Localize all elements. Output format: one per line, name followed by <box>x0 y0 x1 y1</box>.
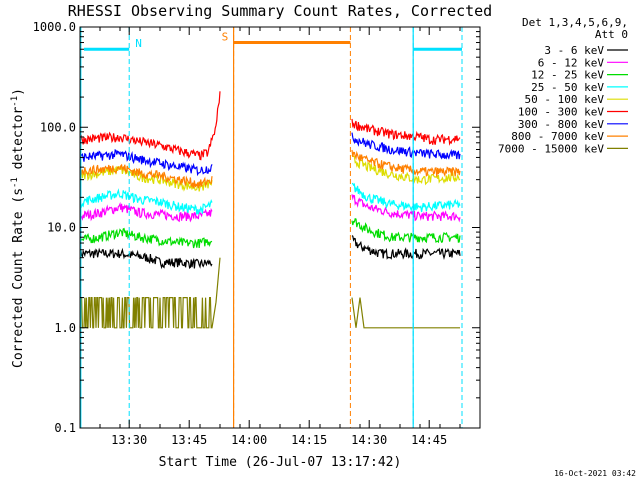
series-line-pre <box>79 247 213 270</box>
legend-header-line2: Att 0 <box>595 28 628 41</box>
legend-label: 3 - 6 keV <box>544 44 604 57</box>
series-1 <box>79 235 461 270</box>
series-line-post <box>351 194 461 223</box>
y-tick-label: 100.0 <box>40 120 76 134</box>
legend-label: 300 - 800 keV <box>518 118 604 131</box>
series-line-pre <box>79 148 213 177</box>
series-line-pre <box>79 201 213 223</box>
series-line-post <box>351 218 461 244</box>
series-4 <box>79 182 461 215</box>
plot-area: NS <box>79 27 463 428</box>
series-line-pre <box>79 91 221 161</box>
y-tick-label: 1000.0 <box>33 20 76 34</box>
legend-label: 50 - 100 keV <box>525 93 605 106</box>
y-tick-label: 1.0 <box>54 321 76 335</box>
axes: 0.1 1.0 10.0 100.0 1000.0 13:30 13:45 14:00 14:1… <box>33 20 481 447</box>
series-3 <box>79 218 461 249</box>
legend-header-line1: Det 1,3,4,5,6,9, <box>522 16 628 29</box>
series-line-post <box>351 182 461 213</box>
y-tick-label: 0.1 <box>54 421 76 435</box>
marker-label: S <box>222 31 229 44</box>
x-tick-label: 13:45 <box>171 433 207 447</box>
series-6 <box>79 91 461 161</box>
legend-label: 7000 - 15000 keV <box>498 142 604 155</box>
series-line-post <box>351 149 461 178</box>
series-line-pre <box>79 163 213 189</box>
x-tick-label: 14:30 <box>351 433 387 447</box>
series-line-pre <box>79 188 213 215</box>
series-7 <box>79 132 461 177</box>
legend-label: 12 - 25 keV <box>531 69 604 82</box>
x-tick-label: 14:15 <box>291 433 327 447</box>
x-tick-label: 14:45 <box>411 433 447 447</box>
series-line-post <box>351 118 461 146</box>
series-line-pre <box>79 227 213 249</box>
chart-title: RHESSI Observing Summary Count Rates, Co… <box>68 2 492 20</box>
y-axis-label: Corrected Count Rate (s-1 detector-1) <box>10 88 26 368</box>
x-tick-label: 14:00 <box>231 433 267 447</box>
series-line-post <box>351 297 460 329</box>
series-line-post <box>351 235 461 260</box>
marker-label: N <box>135 37 142 50</box>
series-9 <box>79 257 460 329</box>
legend-label: 25 - 50 keV <box>531 81 604 94</box>
y-tick-label: 10.0 <box>47 221 76 235</box>
series-line-pre <box>79 257 221 329</box>
series-line-post <box>351 154 461 186</box>
x-tick-label: 13:30 <box>111 433 147 447</box>
series-8 <box>79 149 461 189</box>
legend-label: 100 - 300 keV <box>518 106 604 119</box>
legend-label: 800 - 7000 keV <box>511 130 604 143</box>
legend-label: 6 - 12 keV <box>538 56 605 69</box>
marker-N-0: N <box>84 27 142 428</box>
x-axis-label: Start Time (26-Jul-07 13:17:42) <box>159 455 402 470</box>
footer-date: 16-Oct-2021 03:42 <box>554 469 636 478</box>
series-2 <box>79 194 461 223</box>
series-line-post <box>351 132 461 160</box>
